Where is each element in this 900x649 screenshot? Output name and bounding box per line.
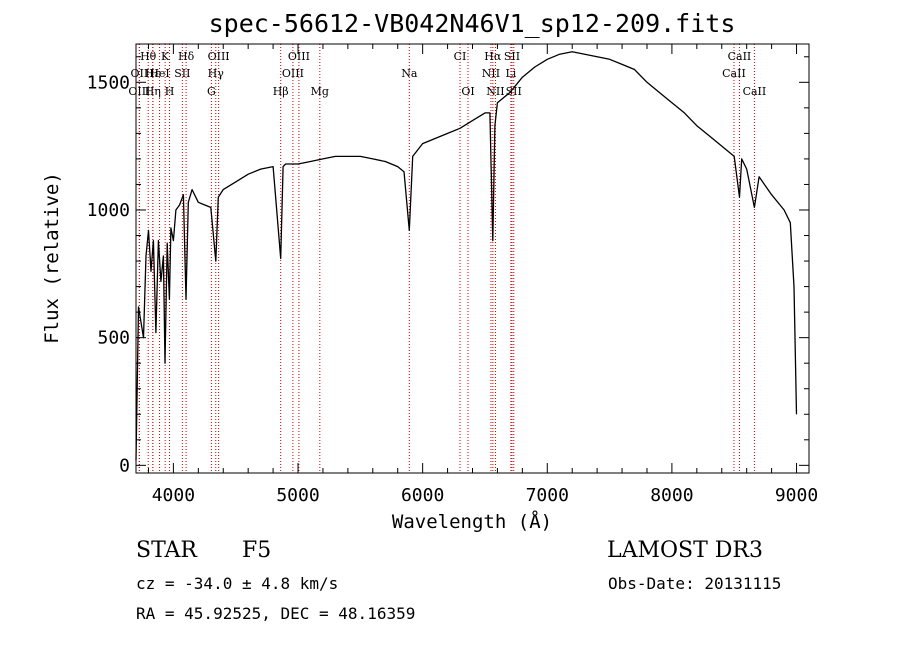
sky-coordinates: RA = 45.92525, DEC = 48.16359: [136, 604, 416, 623]
spectral-line-label: Mg: [311, 85, 329, 98]
spectral-line-label: OIII: [288, 50, 310, 63]
x-tick-label: 7000: [526, 485, 569, 506]
x-axis-ticks: 4000 5000 6000 7000 8000 9000: [147, 44, 818, 506]
spectral-line-label: Hγ: [208, 67, 225, 80]
spectral-line-label: CaII: [722, 67, 746, 80]
spectral-line-label: Hε: [145, 67, 161, 80]
y-tick-label: 1000: [87, 200, 130, 221]
x-tick-label: 8000: [650, 485, 693, 506]
spectral-line-label: H: [165, 85, 175, 98]
spectral-line-label: Hη: [145, 85, 161, 98]
chart-title: spec-56612-VB042N46V1_sp12-209.fits: [209, 9, 736, 38]
spectral-line-label: G: [207, 85, 216, 98]
spectral-line-label: NII: [486, 85, 504, 98]
spectral-line-label: OI: [461, 85, 474, 98]
x-tick-label: 4000: [152, 485, 195, 506]
spectrum-line: [135, 51, 798, 461]
observation-date: Obs-Date: 20131115: [608, 574, 782, 593]
spectral-line-markers: [138, 44, 755, 473]
y-axis-label: Flux (relative): [41, 172, 63, 344]
spectral-line-label: OIII: [208, 50, 230, 63]
y-tick-label: 1500: [87, 72, 130, 93]
spectral-line-label: SII: [506, 85, 522, 98]
spectral-line-label: NII: [482, 67, 500, 80]
spectral-line-label: CaII: [743, 85, 767, 98]
spectral-line-label: OII: [131, 67, 149, 80]
spectral-line-label: Li: [505, 67, 516, 80]
x-axis-label: Wavelength (Å): [392, 510, 552, 533]
x-tick-label: 9000: [775, 485, 818, 506]
spectral-line-label: CI: [454, 50, 467, 63]
plot-frame: [135, 43, 810, 474]
spectral-line-label: Hδ: [178, 50, 195, 63]
spectral-line-label: HeI: [149, 67, 169, 80]
spectral-line-label: Hα: [484, 50, 502, 63]
survey-name: LAMOST DR3: [607, 538, 763, 563]
spectral-line-label: Hβ: [273, 85, 289, 98]
x-tick-label: 5000: [276, 485, 319, 506]
spectral-line-label: K: [161, 50, 170, 63]
x-tick-label: 6000: [401, 485, 444, 506]
spectral-subclass: F5: [242, 538, 272, 563]
y-axis-ticks: 0 500 1000 1500: [87, 56, 809, 476]
spectral-line-label: Na: [401, 67, 418, 80]
y-tick-label: 0: [119, 455, 130, 476]
object-class: STAR: [136, 538, 197, 563]
spectrum-series: [135, 51, 798, 461]
y-tick-label: 500: [97, 328, 130, 349]
spectral-line-label: CaII: [728, 50, 752, 63]
spectral-line-label: OIII: [128, 85, 150, 98]
spectral-line-label: SII: [504, 50, 520, 63]
spectral-line-label: Hθ: [140, 50, 157, 63]
spectral-line-label: SII: [174, 67, 190, 80]
spectral-line-label: OIII: [282, 67, 304, 80]
redshift-value: cz = -34.0 ± 4.8 km/s: [136, 574, 339, 593]
